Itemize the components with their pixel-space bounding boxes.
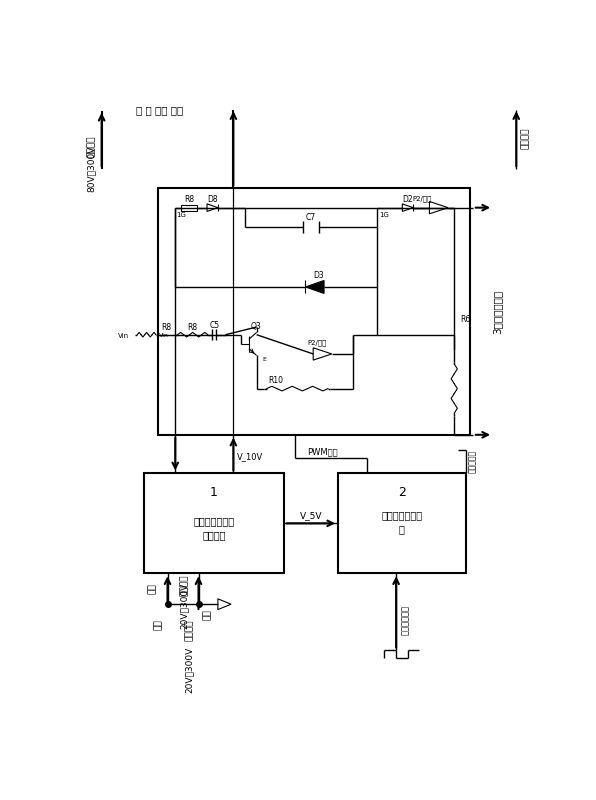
Text: C5: C5 [210, 321, 221, 330]
Text: 信号检测处理电: 信号检测处理电 [381, 510, 423, 521]
Text: D3: D3 [313, 271, 324, 280]
Text: C7: C7 [306, 213, 316, 222]
Text: 数 字 隔离 驱动: 数 字 隔离 驱动 [136, 106, 184, 115]
Text: D8: D8 [207, 194, 218, 204]
Text: 2: 2 [398, 486, 406, 499]
Text: 缆皮: 缆皮 [147, 583, 157, 594]
Text: 80V～300V: 80V～300V [87, 146, 96, 192]
Text: 高电平控制: 高电平控制 [468, 450, 477, 474]
Text: 缆皮: 缆皮 [154, 619, 163, 630]
Text: 20V～300V: 20V～300V [185, 646, 194, 693]
Text: Q3: Q3 [250, 322, 261, 331]
Text: PWM控制: PWM控制 [307, 447, 338, 456]
Text: R10: R10 [269, 377, 284, 386]
Bar [158, 188, 470, 434]
Text: 稳压输出: 稳压输出 [87, 135, 96, 157]
Text: 路: 路 [399, 525, 405, 534]
Text: 命令控制信号: 命令控制信号 [401, 605, 410, 634]
Text: 电源电路: 电源电路 [202, 530, 226, 540]
Text: 输起: 输起 [203, 610, 212, 620]
Text: 1G: 1G [176, 212, 187, 218]
Text: 接下一级: 接下一级 [521, 127, 530, 149]
Text: R8: R8 [161, 322, 171, 331]
Text: 输入直流: 输入直流 [180, 574, 189, 596]
Bar [338, 474, 466, 574]
Text: P2/输起: P2/输起 [307, 340, 327, 346]
Text: 宽范围输入稳压: 宽范围输入稳压 [194, 516, 235, 526]
Polygon shape [305, 281, 324, 294]
Text: R8: R8 [187, 322, 197, 331]
Bar [144, 474, 284, 574]
Text: R6: R6 [461, 314, 471, 324]
Text: P2/输起: P2/输起 [412, 195, 432, 202]
Text: 1: 1 [210, 486, 218, 499]
Text: Vin: Vin [159, 333, 169, 338]
Text: 1G: 1G [380, 212, 389, 218]
Text: 输入直流: 输入直流 [185, 619, 194, 641]
Text: Vin: Vin [117, 334, 129, 339]
Text: 3选发开关电路: 3选发开关电路 [492, 290, 502, 334]
Text: E: E [263, 357, 266, 362]
Bar [181, 205, 197, 210]
Text: 20V～300V: 20V～300V [180, 582, 189, 629]
Text: V_10V: V_10V [237, 452, 263, 461]
Text: D2: D2 [402, 194, 413, 204]
Text: R8: R8 [184, 195, 194, 205]
Text: V_5V: V_5V [300, 511, 322, 520]
